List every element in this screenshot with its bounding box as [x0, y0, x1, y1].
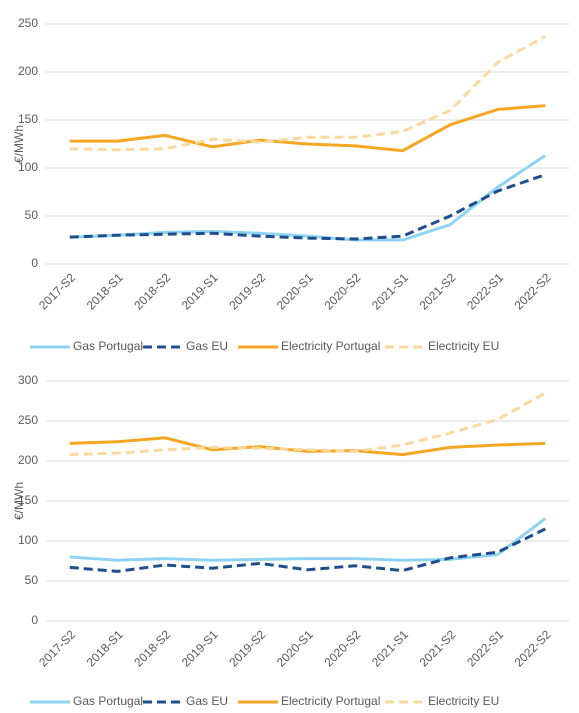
series-line: [69, 104, 546, 153]
x-tick-label: 2017-S2: [36, 627, 78, 669]
legend-label: Electricity Portugal: [281, 694, 380, 708]
series-line: [69, 154, 547, 242]
x-tick-label: 2019-S2: [226, 270, 268, 312]
y-tick-label: 250: [18, 413, 38, 427]
legend-label: Electricity Portugal: [281, 339, 380, 353]
legend-label: Gas EU: [186, 339, 228, 353]
x-tick-label: 2017-S2: [36, 270, 78, 312]
x-tick-label: 2021-S2: [417, 627, 459, 669]
x-tick-label: 2020-S2: [321, 627, 363, 669]
x-tick-label: 2020-S1: [274, 627, 316, 669]
x-tick-label: 2021-S2: [417, 270, 459, 312]
x-tick-label: 2018-S1: [84, 270, 126, 312]
legend-label: Gas EU: [186, 694, 228, 708]
x-tick-label: 2022-S1: [464, 270, 506, 312]
legend-label: Electricity EU: [428, 339, 499, 353]
x-tick-label: 2022-S2: [512, 627, 554, 669]
y-tick-label: 150: [18, 493, 38, 507]
series-line: [69, 436, 546, 457]
x-tick-label: 2019-S2: [226, 627, 268, 669]
x-tick-label: 2021-S1: [369, 627, 411, 669]
y-axis-label: €/MWh: [12, 125, 26, 163]
x-tick-label: 2018-S2: [131, 270, 173, 312]
series-line: [69, 527, 546, 573]
legend-label: Gas Portugal: [73, 339, 143, 353]
y-tick-label: 250: [18, 16, 38, 30]
x-tick-label: 2020-S1: [274, 270, 316, 312]
y-tick-label: 200: [18, 64, 38, 78]
legend-label: Electricity EU: [428, 694, 499, 708]
y-tick-label: 50: [25, 208, 39, 222]
legend-label: Gas Portugal: [73, 694, 143, 708]
x-tick-label: 2020-S2: [321, 270, 363, 312]
x-tick-label: 2019-S1: [179, 270, 221, 312]
y-axis-label: €/MWh: [12, 482, 26, 520]
y-tick-label: 200: [18, 453, 38, 467]
series-line: [69, 391, 546, 457]
y-tick-label: 100: [18, 160, 38, 174]
x-tick-label: 2018-S2: [131, 627, 173, 669]
x-tick-label: 2021-S1: [369, 270, 411, 312]
y-tick-label: 50: [25, 573, 39, 587]
y-tick-label: 0: [31, 256, 38, 270]
y-tick-label: 0: [31, 613, 38, 627]
y-tick-label: 100: [18, 533, 38, 547]
x-tick-label: 2018-S1: [84, 627, 126, 669]
x-tick-label: 2022-S2: [512, 270, 554, 312]
x-tick-label: 2022-S1: [464, 627, 506, 669]
x-tick-label: 2019-S1: [179, 627, 221, 669]
y-tick-label: 150: [18, 112, 38, 126]
series-line: [69, 35, 546, 152]
y-tick-label: 300: [18, 373, 38, 387]
series-line: [69, 517, 547, 562]
